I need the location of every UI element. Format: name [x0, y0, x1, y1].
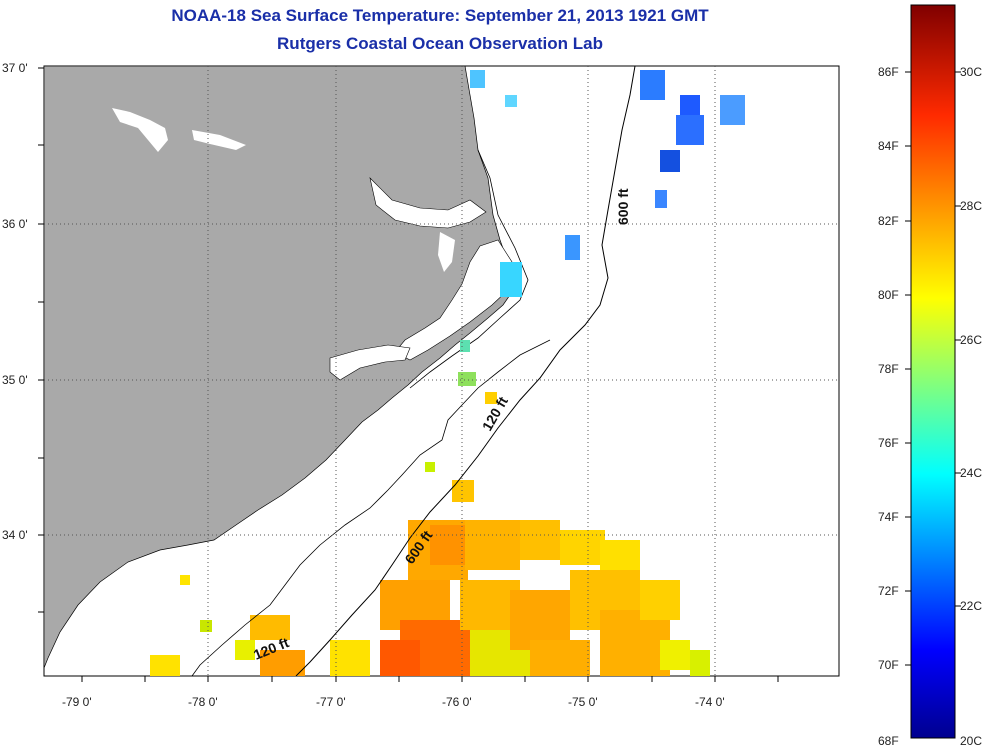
sst-patches [150, 70, 745, 676]
lat-label-34: 34 0' [2, 528, 28, 542]
lake-3 [438, 232, 455, 272]
ticks [38, 67, 779, 682]
lon-label-79: -79 0' [62, 695, 92, 709]
lon-label-75: -75 0' [568, 695, 598, 709]
lon-label-76: -76 0' [442, 695, 472, 709]
lat-label-35: 35 0' [2, 373, 28, 387]
map-title-line-2: Rutgers Coastal Ocean Observation Lab [277, 34, 603, 53]
lake [112, 108, 168, 152]
colorbar-label-28c: 28C [960, 199, 982, 213]
grid [44, 66, 839, 676]
colorbar-label-74f: 74F [878, 510, 899, 524]
lat-label-36: 36 0' [2, 217, 28, 231]
colorbar-label-30c: 30C [960, 65, 982, 79]
colorbar-label-20c: 20C [960, 734, 982, 748]
contour-label-600-top: 600 ft [615, 188, 631, 225]
colorbar-label-68f: 68F [878, 734, 899, 748]
outer-banks [409, 149, 529, 389]
contour-600ft [295, 66, 636, 676]
colorbar-label-72f: 72F [878, 584, 899, 598]
lon-label-78: -78 0' [188, 695, 218, 709]
lake-2 [192, 130, 246, 150]
colorbar-label-22c: 22C [960, 599, 982, 613]
colorbar-ticks [905, 71, 961, 666]
colorbar-label-80f: 80F [878, 288, 899, 302]
colorbar-label-78f: 78F [878, 362, 899, 376]
colorbar-label-70f: 70F [878, 658, 899, 672]
colorbar-label-76f: 76F [878, 436, 899, 450]
contour-120ft [191, 339, 551, 676]
colorbar-label-84f: 84F [878, 139, 899, 153]
colorbar [910, 4, 956, 739]
lon-label-77: -77 0' [316, 695, 346, 709]
colorbar-label-24c: 24C [960, 466, 982, 480]
colorbar-label-26c: 26C [960, 333, 982, 347]
neuse-river [329, 344, 411, 381]
lat-label-37: 37 0' [2, 61, 28, 75]
lon-label-74: -74 0' [695, 695, 725, 709]
map-title-line-1: NOAA-18 Sea Surface Temperature: Septemb… [171, 6, 709, 25]
colorbar-label-82f: 82F [878, 214, 899, 228]
colorbar-label-86f: 86F [878, 65, 899, 79]
albemarle-sound [369, 177, 487, 229]
